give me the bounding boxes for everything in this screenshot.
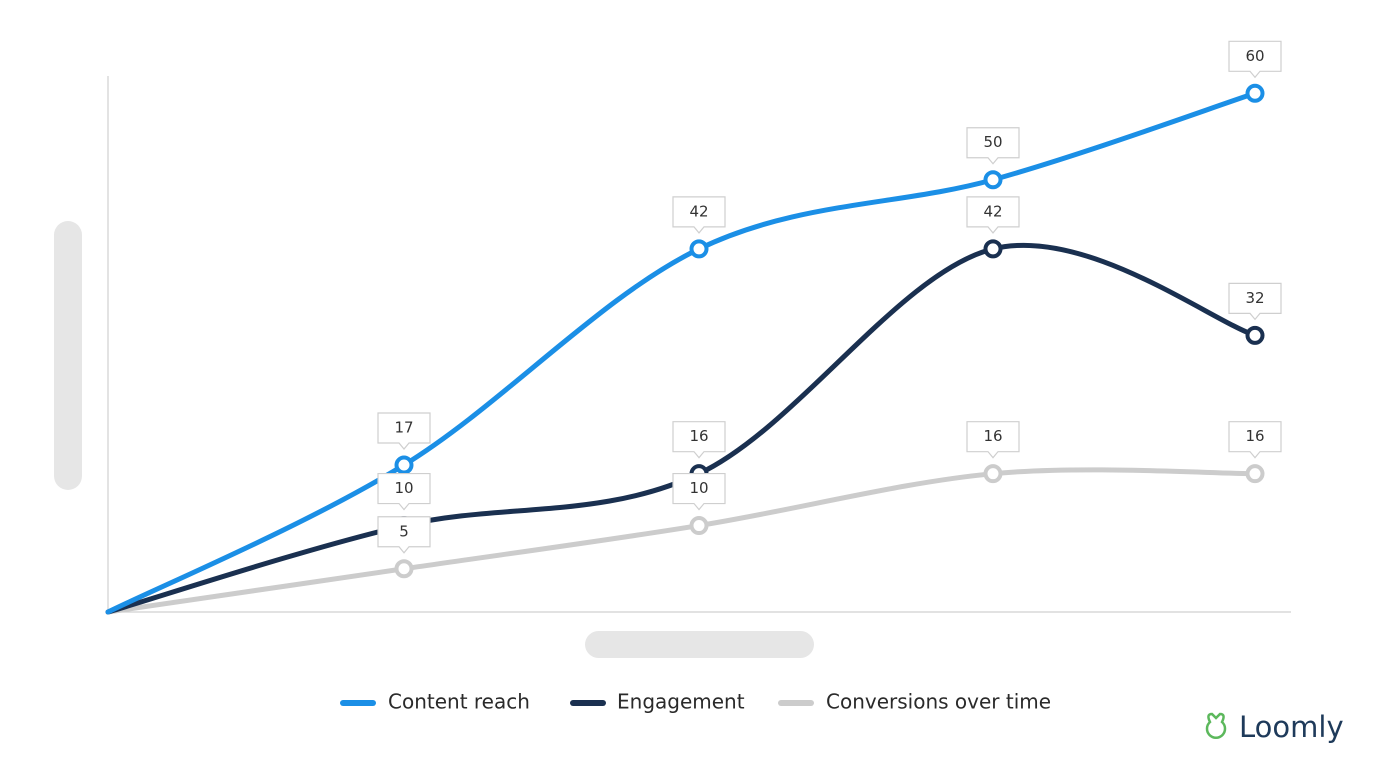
- data-label: 10: [689, 479, 708, 497]
- legend-label: Conversions over time: [826, 690, 1051, 714]
- data-point: [394, 559, 414, 579]
- brand-name: Loomly: [1239, 710, 1344, 744]
- label-callout: [1228, 282, 1282, 321]
- data-point: [394, 455, 414, 475]
- data-point: [689, 239, 709, 259]
- brand: Loomly: [1205, 710, 1344, 744]
- label-callout: [672, 196, 726, 234]
- label-callout: [1228, 421, 1282, 459]
- data-label: 16: [689, 427, 708, 445]
- label-callout: [966, 196, 1020, 234]
- data-label: 10: [394, 479, 413, 497]
- data-label: 42: [689, 202, 708, 220]
- data-label: 5: [399, 522, 409, 540]
- series-line: [105, 90, 1258, 615]
- data-point: [689, 516, 709, 536]
- data-point: [1245, 83, 1265, 103]
- data-point: [983, 464, 1003, 484]
- label-callout: [672, 472, 726, 511]
- data-label: 42: [983, 202, 1002, 220]
- y-axis-placeholder: [54, 221, 82, 490]
- label-callout: [966, 421, 1020, 459]
- data-point: [983, 239, 1003, 259]
- label-callout: [1228, 40, 1282, 79]
- label-callout: [377, 472, 431, 511]
- data-point: [983, 170, 1003, 190]
- legend-label: Content reach: [388, 690, 530, 714]
- data-point: [1245, 464, 1265, 484]
- label-callout: [966, 127, 1020, 165]
- data-label: 16: [1245, 427, 1264, 445]
- label-callout: [672, 421, 726, 459]
- data-label: 50: [983, 133, 1002, 151]
- brand-icon: [1205, 712, 1227, 739]
- label-callout: [377, 516, 431, 554]
- data-label: 32: [1245, 289, 1264, 307]
- x-axis-placeholder: [585, 631, 814, 658]
- data-label: 60: [1245, 47, 1264, 65]
- data-point: [1245, 325, 1265, 345]
- data-label: 17: [394, 419, 413, 437]
- data-label: 16: [983, 427, 1002, 445]
- label-callout: [377, 412, 431, 450]
- legend-label: Engagement: [617, 690, 745, 714]
